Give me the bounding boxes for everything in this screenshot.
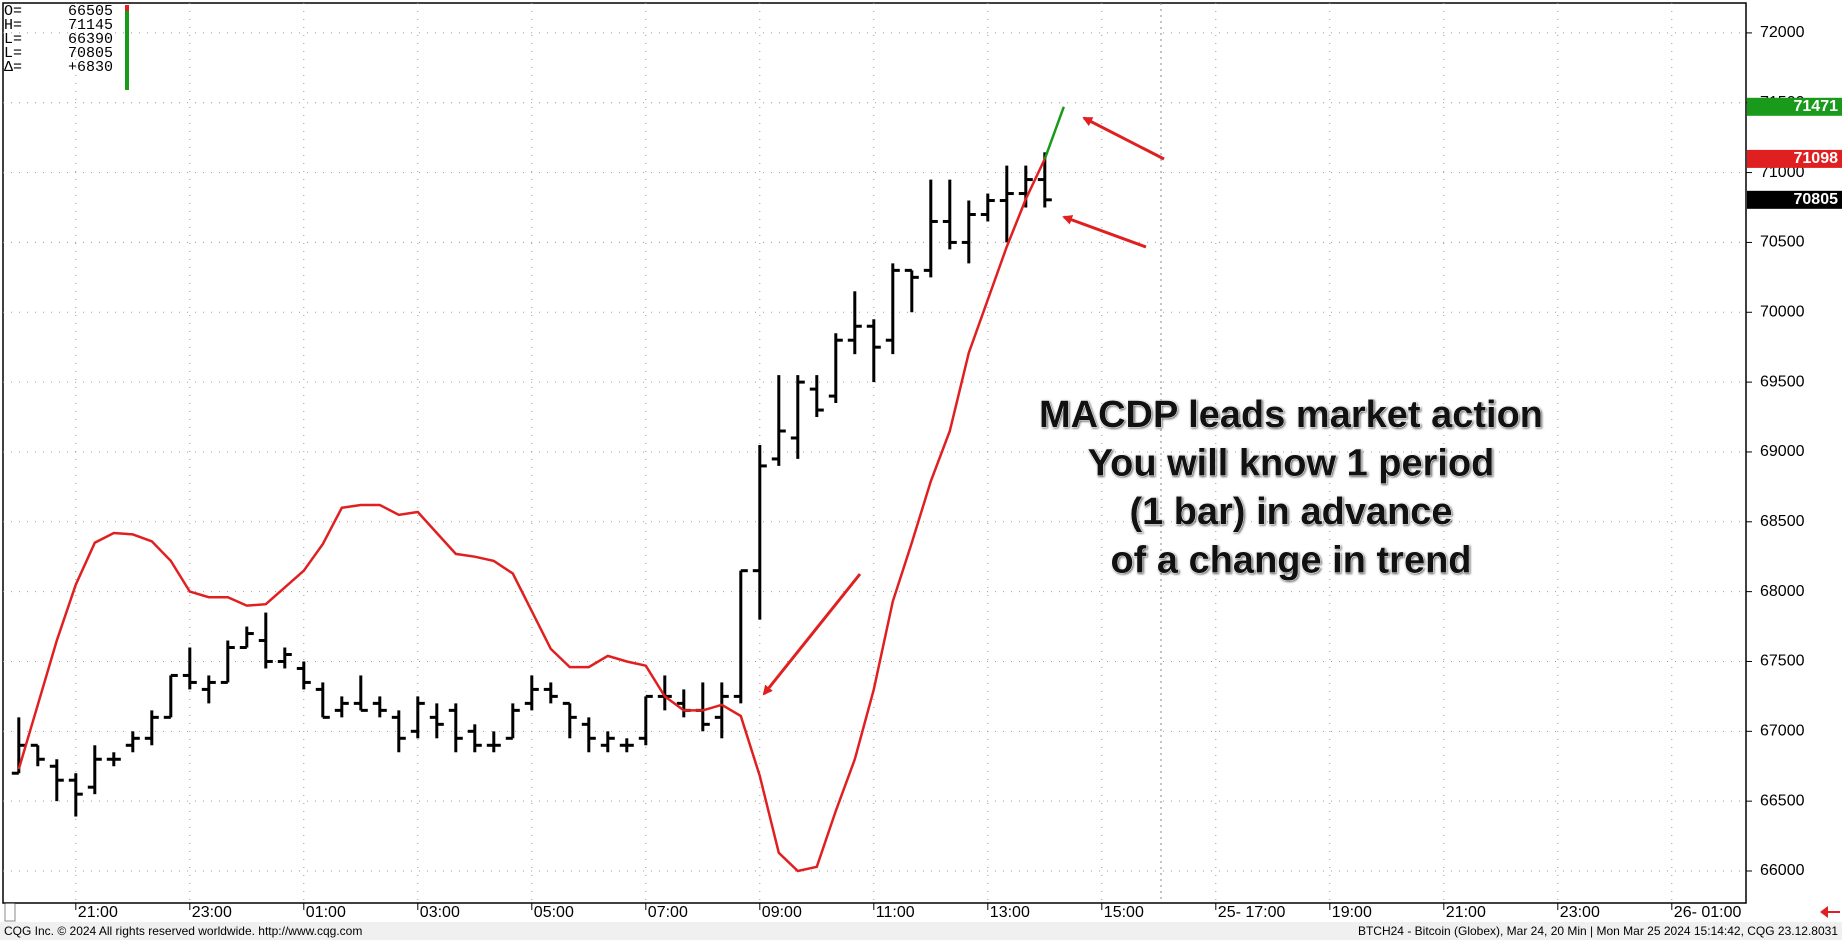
y-tick-label: 67500	[1760, 653, 1805, 670]
x-tick-label: 23:00	[192, 904, 232, 921]
y-tick-label: 69500	[1760, 373, 1805, 390]
y-tick-label: 68500	[1760, 513, 1805, 530]
y-tick-label: 66500	[1760, 792, 1805, 809]
annotation-line: MACDP leads market action	[1039, 394, 1543, 436]
x-tick-label: 11:00	[876, 904, 915, 921]
y-tick-label: 72000	[1760, 24, 1805, 41]
y-tick-label: 66000	[1760, 862, 1805, 879]
x-tick-label: 25- 17:00	[1218, 904, 1286, 921]
annotation-line: You will know 1 period	[1088, 443, 1495, 485]
info-value: +6830	[68, 59, 113, 76]
y-tick-label: 68000	[1760, 583, 1805, 600]
y-tick-label: 70500	[1760, 234, 1805, 251]
x-tick-label: 26- 01:00	[1674, 904, 1742, 921]
x-tick-label: 13:00	[990, 904, 1030, 921]
x-tick-label: 03:00	[420, 904, 460, 921]
footer-right: BTCH24 - Bitcoin (Globex), Mar 24, 20 Mi…	[1358, 924, 1838, 938]
info-label: L=	[4, 31, 22, 48]
x-tick-label: 15:00	[1104, 904, 1144, 921]
price-marker-label: 70805	[1794, 191, 1839, 208]
x-tick-label: 05:00	[534, 904, 574, 921]
plot-frame	[2, 2, 1747, 904]
annotation: MACDP leads market action You will know 1…	[1038, 394, 1543, 583]
marks	[11, 106, 1065, 873]
scroll-handle[interactable]	[4, 902, 16, 922]
y-tick-label: 69000	[1760, 443, 1805, 460]
price-marker-label: 71098	[1794, 150, 1839, 167]
info-value: 71145	[68, 17, 113, 34]
price-marker	[1747, 190, 1842, 209]
arrow	[1062, 215, 1147, 249]
x-tick-label: 19:00	[1332, 904, 1372, 921]
y-tick-label: 67000	[1760, 723, 1805, 740]
indicator-line	[17, 158, 1046, 873]
x-tick-label: 21:00	[78, 904, 118, 921]
arrow	[762, 573, 862, 696]
info-label: L=	[4, 45, 22, 62]
info-label: O=	[4, 3, 22, 20]
info-label: Δ=	[4, 59, 22, 76]
annotation-line: of a change in trend	[1110, 540, 1471, 582]
x-tick-label: 01:00	[306, 904, 346, 921]
y-tick-label: 71000	[1760, 164, 1805, 181]
x-tick-label: 07:00	[648, 904, 688, 921]
annotation-line: (1 bar) in advance	[1129, 491, 1452, 533]
projection-line	[1043, 106, 1065, 160]
x-tick-label: 21:00	[1446, 904, 1486, 921]
price-marker	[1747, 97, 1842, 116]
footer-left: CQG Inc. © 2024 All rights reserved worl…	[4, 924, 362, 938]
y-tick-label: 70000	[1760, 303, 1805, 320]
info-bar	[125, 5, 129, 90]
footer-bar	[0, 922, 1842, 940]
scroll-arrow[interactable]	[1820, 906, 1840, 918]
x-tick-label: 09:00	[762, 904, 802, 921]
info-box: O= 66505 H= 71145 L= 66390 L= 70805 Δ= +6830	[4, 3, 113, 76]
price-marker-label: 71471	[1794, 98, 1839, 115]
info-bar-top	[125, 5, 129, 11]
info-label: H=	[4, 17, 22, 34]
x-tick-label: 23:00	[1560, 904, 1600, 921]
info-value: 70805	[68, 45, 113, 62]
info-value: 66505	[68, 3, 113, 20]
info-value: 66390	[68, 31, 113, 48]
price-marker	[1747, 149, 1842, 168]
arrow	[1082, 116, 1165, 161]
